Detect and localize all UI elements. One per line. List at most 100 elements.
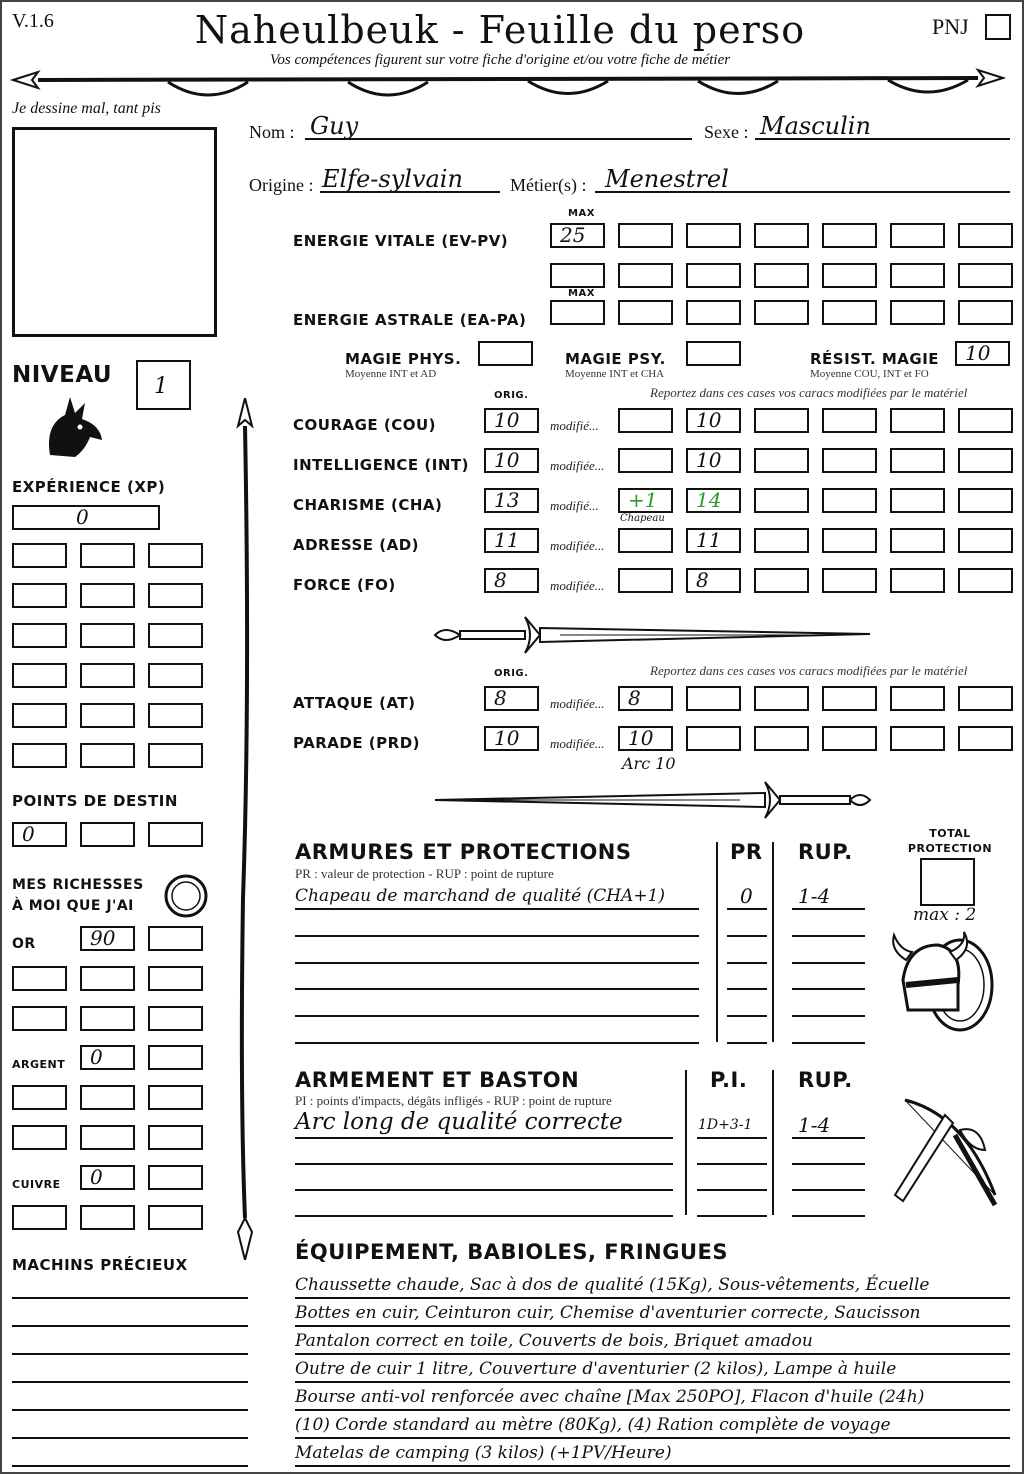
ea-box[interactable] [618,300,673,325]
destin-box[interactable] [148,822,203,847]
xp-box[interactable] [12,703,67,728]
ev-box[interactable] [958,223,1013,248]
stat-modified-box[interactable] [958,726,1013,751]
stat-modified-box[interactable] [958,686,1013,711]
or-extra-box[interactable] [12,1006,67,1031]
stat-modified-box[interactable] [822,448,877,473]
origine-field[interactable]: Elfe-sylvain [322,165,463,193]
niveau-box[interactable]: 1 [136,360,191,410]
argent-extra-box[interactable] [80,1125,135,1150]
xp-box[interactable] [148,583,203,608]
stat-orig-box[interactable]: 10 [484,408,539,433]
stat-modified-box[interactable]: 8 [686,568,741,593]
ev-box[interactable] [754,263,809,288]
stat-modified-box[interactable]: 8 [618,686,673,711]
ev-box[interactable]: 25 [550,223,605,248]
ev-box[interactable] [754,223,809,248]
portrait-box[interactable] [12,127,217,337]
or-extra-box[interactable] [12,966,67,991]
stat-modified-box[interactable] [958,568,1013,593]
pnj-checkbox[interactable] [985,14,1011,40]
stat-orig-box[interactable]: 10 [484,448,539,473]
ev-box[interactable] [890,263,945,288]
stat-modified-box[interactable] [822,488,877,513]
or-box[interactable] [148,926,203,951]
or-extra-box[interactable] [148,1006,203,1031]
xp-box[interactable] [12,583,67,608]
cuivre-box[interactable]: 0 [80,1165,135,1190]
stat-modified-box[interactable] [958,408,1013,433]
equipment-line[interactable]: Matelas de camping (3 kilos) (+1PV/Heure… [295,1443,672,1463]
metier-field[interactable]: Menestrel [605,165,729,193]
ev-box[interactable] [686,263,741,288]
ev-box[interactable] [890,223,945,248]
cuivre-box[interactable] [148,1165,203,1190]
argent-box[interactable] [148,1045,203,1070]
armor-name[interactable]: Chapeau de marchand de qualité (CHA+1) [295,886,666,906]
stat-modified-box[interactable] [754,448,809,473]
xp-box[interactable] [148,663,203,688]
stat-modified-box[interactable] [686,686,741,711]
weapon-name[interactable]: Arc long de qualité correcte [295,1109,623,1135]
stat-orig-box[interactable]: 8 [484,686,539,711]
xp-box[interactable] [80,743,135,768]
magie-psy-box[interactable] [686,341,741,366]
ea-box[interactable] [550,300,605,325]
argent-extra-box[interactable] [12,1085,67,1110]
armor-rup[interactable]: 1-4 [798,884,831,908]
argent-extra-box[interactable] [148,1125,203,1150]
resist-magie-box[interactable]: 10 [955,341,1010,366]
ev-box[interactable] [958,263,1013,288]
xp-box[interactable] [148,543,203,568]
stat-modified-box[interactable] [618,528,673,553]
xp-box[interactable] [80,623,135,648]
equipment-line[interactable]: Bottes en cuir, Ceinturon cuir, Chemise … [295,1303,921,1323]
xp-box[interactable] [80,663,135,688]
destin-box[interactable] [80,822,135,847]
xp-box[interactable] [12,623,67,648]
nom-field[interactable]: Guy [310,112,359,140]
stat-modified-box[interactable] [754,568,809,593]
cuivre-extra-box[interactable] [12,1205,67,1230]
stat-modified-box[interactable] [618,448,673,473]
or-box[interactable]: 90 [80,926,135,951]
equipment-line[interactable]: Pantalon correct en toile, Couverts de b… [295,1331,813,1351]
stat-modified-box[interactable]: 10 [686,448,741,473]
ea-box[interactable] [686,300,741,325]
argent-extra-box[interactable] [148,1085,203,1110]
weapon-pi[interactable]: 1D+3-1 [698,1117,753,1133]
argent-box[interactable]: 0 [80,1045,135,1070]
stat-modified-box[interactable] [890,568,945,593]
ev-box[interactable] [618,263,673,288]
or-extra-box[interactable] [80,1006,135,1031]
stat-modified-box[interactable] [754,488,809,513]
stat-modified-box[interactable] [890,726,945,751]
xp-box[interactable] [148,743,203,768]
ea-box[interactable] [890,300,945,325]
stat-modified-box[interactable] [890,448,945,473]
stat-orig-box[interactable]: 8 [484,568,539,593]
stat-orig-box[interactable]: 13 [484,488,539,513]
stat-modified-box[interactable] [958,448,1013,473]
weapon-rup[interactable]: 1-4 [798,1113,831,1137]
xp-box[interactable] [80,703,135,728]
xp-box[interactable] [148,703,203,728]
stat-orig-box[interactable]: 10 [484,726,539,751]
equipment-line[interactable]: (10) Corde standard au mètre (80Kg), (4)… [295,1415,891,1435]
argent-extra-box[interactable] [80,1085,135,1110]
stat-modified-box[interactable] [618,408,673,433]
ea-box[interactable] [822,300,877,325]
or-extra-box[interactable] [80,966,135,991]
xp-box[interactable] [12,743,67,768]
stat-modified-box[interactable]: 11 [686,528,741,553]
stat-modified-box[interactable] [686,726,741,751]
stat-modified-box[interactable] [890,488,945,513]
ev-box[interactable] [822,263,877,288]
xp-box[interactable] [148,623,203,648]
stat-orig-box[interactable]: 11 [484,528,539,553]
equipment-line[interactable]: Outre de cuir 1 litre, Couverture d'aven… [295,1359,897,1379]
stat-modified-box[interactable] [890,528,945,553]
ea-box[interactable] [754,300,809,325]
stat-modified-box[interactable] [822,726,877,751]
total-protection-box[interactable] [920,858,975,906]
